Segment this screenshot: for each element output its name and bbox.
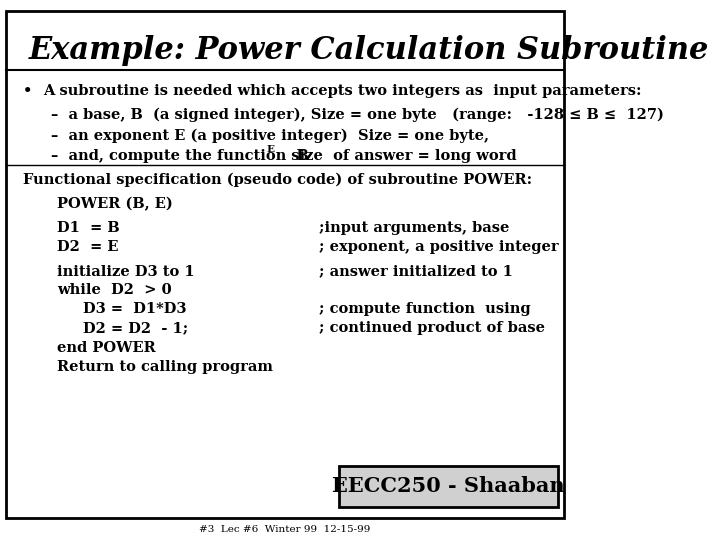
Text: size  of answer = long word: size of answer = long word [281,149,516,163]
Text: POWER (B, E): POWER (B, E) [57,197,173,211]
Text: D3 =  D1*D3: D3 = D1*D3 [83,302,186,316]
Text: #3  Lec #6  Winter 99  12-15-99: #3 Lec #6 Winter 99 12-15-99 [199,525,371,534]
Text: ; continued product of base: ; continued product of base [319,321,545,335]
Text: D2 = D2  - 1;: D2 = D2 - 1; [83,321,188,335]
FancyBboxPatch shape [6,11,564,518]
Text: –  an exponent E (a positive integer)  Size = one byte,: – an exponent E (a positive integer) Siz… [51,129,490,143]
Text: –  a base, B  (a signed integer), Size = one byte   (range:   -128 ≤ B ≤  127): – a base, B (a signed integer), Size = o… [51,108,664,123]
Text: •: • [23,84,32,98]
Text: D2  = E: D2 = E [57,240,119,254]
Text: ; compute function  using: ; compute function using [319,302,531,316]
Text: Functional specification (pseudo code) of subroutine POWER:: Functional specification (pseudo code) o… [23,173,532,187]
Text: ; exponent, a positive integer: ; exponent, a positive integer [319,240,559,254]
Text: E: E [266,145,274,154]
Text: EECC250 - Shaaban: EECC250 - Shaaban [333,476,565,496]
Text: ;input arguments, base: ;input arguments, base [319,221,510,235]
Text: ; answer initialized to 1: ; answer initialized to 1 [319,265,513,279]
Text: end POWER: end POWER [57,341,156,355]
Text: –  and, compute the function  B: – and, compute the function B [51,149,309,163]
Text: Return to calling program: Return to calling program [57,360,273,374]
Text: D1  = B: D1 = B [57,221,120,235]
Text: A subroutine is needed which accepts two integers as  input parameters:: A subroutine is needed which accepts two… [42,84,642,98]
FancyBboxPatch shape [339,466,558,507]
Text: Example: Power Calculation Subroutine: Example: Power Calculation Subroutine [29,35,709,66]
Text: while  D2  > 0: while D2 > 0 [57,284,171,298]
Text: initialize D3 to 1: initialize D3 to 1 [57,265,194,279]
